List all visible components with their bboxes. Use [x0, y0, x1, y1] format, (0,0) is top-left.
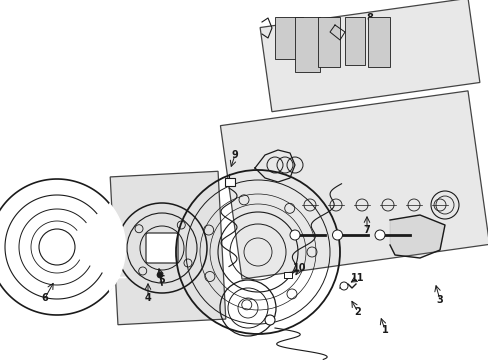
Text: 2: 2	[354, 307, 361, 317]
Bar	[294, 17, 319, 72]
Bar	[317, 17, 339, 67]
Text: 6: 6	[41, 293, 48, 303]
Text: 4: 4	[144, 293, 151, 303]
Text: 1: 1	[381, 325, 387, 335]
Bar	[284, 272, 291, 278]
Circle shape	[374, 230, 384, 240]
Text: 11: 11	[350, 273, 364, 283]
Circle shape	[289, 230, 299, 240]
Text: 8: 8	[366, 13, 373, 23]
Text: 3: 3	[436, 295, 443, 305]
FancyBboxPatch shape	[146, 233, 178, 263]
Polygon shape	[389, 215, 444, 258]
Bar	[345, 17, 364, 65]
Bar	[274, 17, 303, 59]
Bar	[224, 178, 235, 186]
Text: 10: 10	[293, 263, 306, 273]
Text: 9: 9	[231, 150, 238, 160]
Bar	[367, 17, 389, 67]
Polygon shape	[110, 171, 225, 325]
Polygon shape	[260, 0, 479, 112]
Circle shape	[332, 230, 342, 240]
Circle shape	[339, 282, 347, 290]
Circle shape	[264, 315, 274, 325]
Polygon shape	[220, 91, 488, 279]
Circle shape	[157, 272, 163, 278]
Text: 5: 5	[158, 275, 165, 285]
Text: 7: 7	[363, 225, 369, 235]
